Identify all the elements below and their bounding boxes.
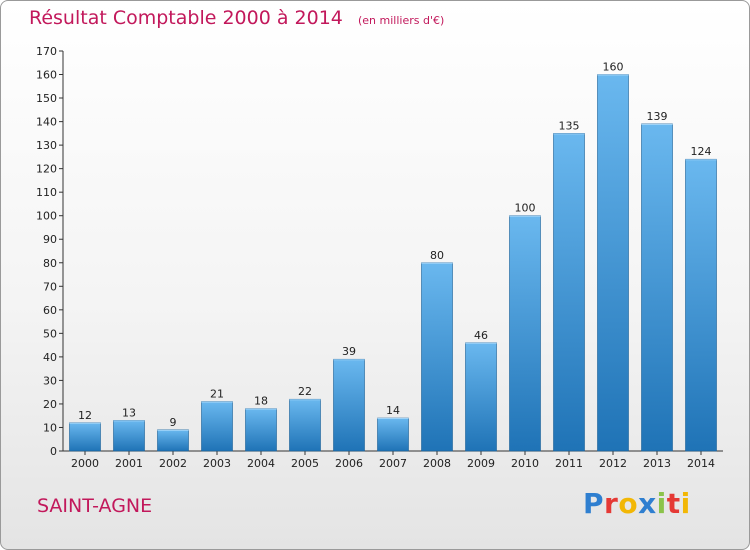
x-tick-label: 2001 <box>115 457 143 470</box>
value-label: 100 <box>515 202 536 215</box>
logo-letter: x <box>638 487 657 520</box>
y-tick-label: 170 <box>36 45 57 58</box>
x-tick-label: 2009 <box>467 457 495 470</box>
bar-2006 <box>333 358 365 452</box>
x-tick-label: 2010 <box>511 457 539 470</box>
value-label: 39 <box>342 345 356 358</box>
y-tick-label: 60 <box>43 304 57 317</box>
value-label: 124 <box>691 145 712 158</box>
value-label: 21 <box>210 388 224 401</box>
value-label: 14 <box>386 404 400 417</box>
y-tick-label: 130 <box>36 139 57 152</box>
value-label: 9 <box>170 416 177 429</box>
bar-2005 <box>289 398 321 452</box>
bar-2014 <box>685 158 717 452</box>
bar-2011 <box>553 133 585 452</box>
logo-letter: i <box>656 487 667 520</box>
bar-2002 <box>157 429 189 452</box>
bar-2000 <box>69 422 101 452</box>
bar-2013 <box>641 123 673 452</box>
y-tick-label: 120 <box>36 163 57 176</box>
y-tick-label: 150 <box>36 92 57 105</box>
y-tick-label: 40 <box>43 351 57 364</box>
bar-2009 <box>465 342 497 452</box>
logo-letter: i <box>680 487 691 520</box>
value-label: 12 <box>78 409 92 422</box>
value-label: 13 <box>122 406 136 419</box>
y-tick-label: 160 <box>36 69 57 82</box>
value-label: 160 <box>603 61 624 74</box>
y-tick-label: 20 <box>43 398 57 411</box>
value-label: 22 <box>298 385 312 398</box>
x-tick-label: 2013 <box>643 457 671 470</box>
logo-letter: o <box>618 487 639 520</box>
x-tick-label: 2003 <box>203 457 231 470</box>
value-label: 46 <box>474 329 488 342</box>
x-tick-label: 2005 <box>291 457 319 470</box>
x-tick-label: 2008 <box>423 457 451 470</box>
x-tick-label: 2002 <box>159 457 187 470</box>
bar-2007 <box>377 417 409 452</box>
y-tick-label: 110 <box>36 186 57 199</box>
y-tick-label: 140 <box>36 116 57 129</box>
chart-subtitle: (en milliers d'€) <box>357 14 445 27</box>
title-block: Résultat Comptable 2000 à 2014 (en milli… <box>29 7 444 29</box>
y-tick-label: 80 <box>43 257 57 270</box>
bar-2003 <box>201 401 233 452</box>
x-tick-label: 2006 <box>335 457 363 470</box>
logo-letter: r <box>604 487 619 520</box>
bar-2008 <box>421 262 453 452</box>
x-tick-label: 2012 <box>599 457 627 470</box>
logo-letter: P <box>583 487 605 520</box>
y-tick-label: 90 <box>43 233 57 246</box>
location-label: SAINT-AGNE <box>37 495 153 517</box>
y-tick-label: 100 <box>36 210 57 223</box>
x-tick-label: 2007 <box>379 457 407 470</box>
bar-2010 <box>509 215 541 452</box>
bar-2004 <box>245 408 277 452</box>
x-tick-label: 2000 <box>71 457 99 470</box>
x-tick-label: 2004 <box>247 457 275 470</box>
chart-title: Résultat Comptable 2000 à 2014 <box>29 7 343 29</box>
x-tick-label: 2011 <box>555 457 583 470</box>
y-tick-label: 50 <box>43 327 57 340</box>
value-label: 80 <box>430 249 444 262</box>
bar-2012 <box>597 74 629 452</box>
y-tick-label: 0 <box>50 445 57 458</box>
y-tick-label: 30 <box>43 374 57 387</box>
value-label: 135 <box>559 119 580 132</box>
y-tick-label: 70 <box>43 280 57 293</box>
bar-2001 <box>113 420 145 452</box>
value-label: 139 <box>647 110 668 123</box>
value-label: 18 <box>254 395 268 408</box>
proxiti-logo: Proxiti <box>583 487 691 520</box>
x-tick-label: 2014 <box>687 457 715 470</box>
y-tick-label: 10 <box>43 421 57 434</box>
logo-letter: t <box>666 487 681 520</box>
